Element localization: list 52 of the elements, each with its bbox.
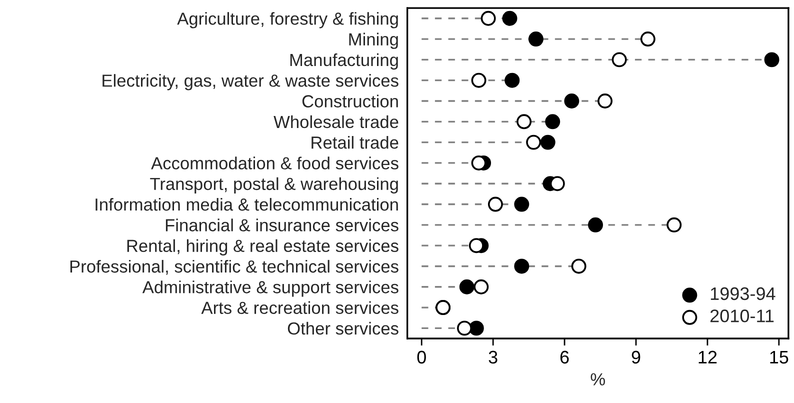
legend-label: 2010-11 [710,310,774,322]
point [468,238,484,254]
y-tick-label: Arts & recreation services [201,301,398,314]
x-tick-label: 3 [488,350,498,364]
x-tick-label: 6 [560,350,569,364]
point [468,320,484,336]
y-tick-label: Agriculture, forestry & fishing [177,12,398,28]
point [456,320,472,336]
point [545,114,560,130]
y-tick-label: Financial & insurance services [166,218,398,232]
point [471,72,486,88]
y-tick-label: Information media & telecommunication [96,198,398,211]
y-tick-label: Construction [302,94,398,108]
x-tick-label: 12 [698,350,717,364]
y-tick-label: Accommodation & food services [151,156,398,170]
point [514,196,530,212]
point [666,217,682,232]
point [480,10,496,26]
y-tick-label: Administrative & support services [142,280,398,297]
point [571,258,586,274]
y-tick-label: Electricity, gas, water & waste services [102,74,398,90]
point [516,114,532,130]
point [488,196,503,212]
point [540,134,556,150]
point [502,10,518,26]
y-tick-label: Other services [288,322,398,335]
point [598,94,613,108]
point [640,32,656,47]
x-axis-title: % [590,373,605,386]
point [474,279,489,294]
y-tick-label: Retail trade [312,136,398,149]
y-tick-label: Transport, postal & warehousing [150,177,398,194]
point [514,258,530,274]
y-tick-label: Wholesale trade [274,115,398,128]
point [612,52,627,68]
point [550,176,565,192]
point [504,72,520,88]
point [588,217,603,232]
x-tick-label: 0 [417,350,426,364]
point [564,94,580,108]
point [528,32,544,47]
point [764,52,780,68]
point [459,279,474,294]
x-tick-label: 15 [770,350,788,364]
point [471,155,486,170]
legend-label: 1993-94 [710,287,776,300]
y-tick-label: Professional, scientific & technical services [70,260,398,275]
y-tick-label: Mining [349,32,398,49]
x-tick-label: 9 [632,350,640,364]
point [526,134,542,150]
y-tick-label: Manufacturing [290,53,398,70]
y-tick-label: Rental, hiring & real estate services [127,239,398,256]
